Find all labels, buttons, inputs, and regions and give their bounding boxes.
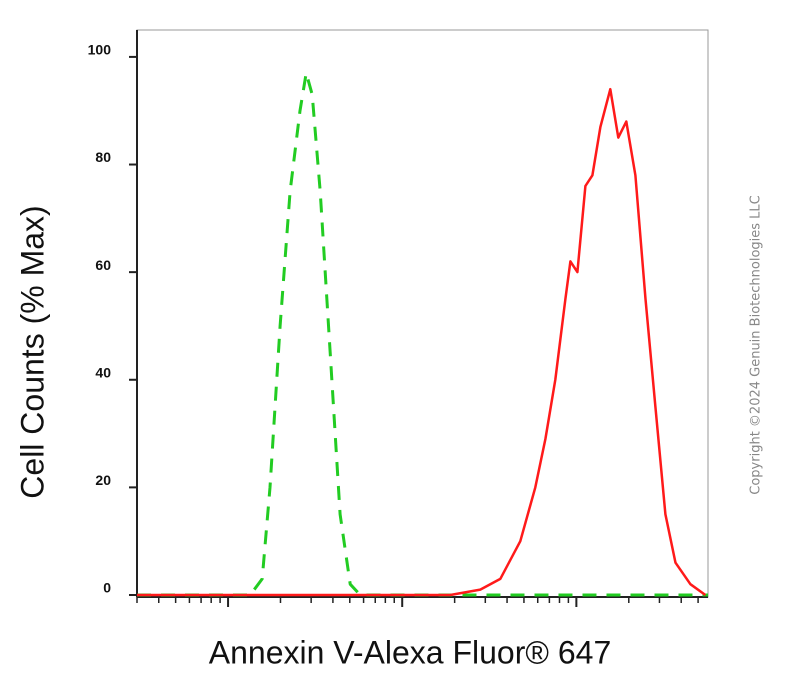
y-axis-label: Cell Counts (% Max) bbox=[14, 205, 50, 498]
histogram-line bbox=[137, 87, 707, 597]
y-tick-label: 0 bbox=[103, 580, 111, 596]
plot-frame bbox=[136, 29, 709, 598]
histogram-line bbox=[137, 71, 708, 597]
y-tick-label: 100 bbox=[88, 42, 112, 58]
y-tick-label: 80 bbox=[95, 149, 111, 165]
y-tick-label: 20 bbox=[95, 472, 111, 488]
y-tick-label: 40 bbox=[95, 364, 111, 380]
y-tick-label: 60 bbox=[95, 257, 111, 273]
x-axis-label: Annexin V-Alexa Fluor® 647 bbox=[209, 634, 611, 670]
watermark: Copyright ©2024 Genuin Biotechnologies L… bbox=[749, 195, 764, 494]
